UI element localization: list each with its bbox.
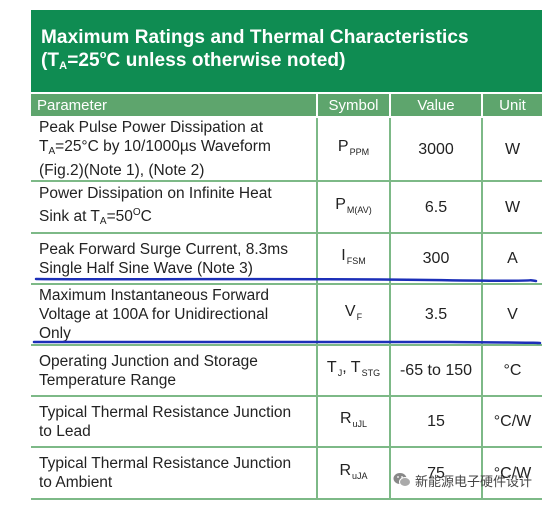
parameter-cell: Maximum Instantaneous Forward Voltage at… — [31, 284, 318, 346]
table-row: Maximum Instantaneous Forward Voltage at… — [31, 284, 542, 346]
symbol-cell: PPPM — [317, 117, 391, 182]
value-cell: 300 — [390, 233, 483, 285]
column-header-value: Value — [390, 94, 483, 118]
parameter-cell: Peak Pulse Power Dissipation at TA=25°C … — [31, 117, 318, 182]
symbol-cell: PM(AV) — [317, 181, 391, 234]
unit-cell: V — [482, 284, 542, 346]
symbol-cell: RuJL — [317, 396, 391, 448]
unit-cell: W — [482, 117, 542, 182]
value-cell: 75 — [390, 447, 483, 500]
value-cell: -65 to 150 — [390, 345, 483, 397]
column-header-unit: Unit — [482, 94, 542, 118]
parameter-cell: Peak Forward Surge Current, 8.3ms Single… — [31, 233, 318, 285]
table-subtitle: (TA=25oC unless otherwise noted) — [41, 49, 346, 72]
unit-cell: °C/W — [482, 447, 542, 500]
value-cell: 15 — [390, 396, 483, 448]
watermark-text: 新能源电子硬件设计 — [415, 473, 533, 489]
ratings-table: Parameter Symbol Value Unit Peak Pulse P… — [31, 94, 542, 500]
table-row: Operating Junction and Storage Temperatu… — [31, 345, 542, 397]
parameter-cell: Operating Junction and Storage Temperatu… — [31, 345, 318, 397]
parameter-cell: Power Dissipation on Infinite Heat Sink … — [31, 181, 318, 234]
table-row: Typical Thermal Resistance Junction to A… — [31, 447, 542, 500]
table-title: Maximum Ratings and Thermal Characterist… — [41, 27, 469, 48]
column-header-parameter: Parameter — [31, 94, 318, 118]
table-row: Power Dissipation on Infinite Heat Sink … — [31, 181, 542, 234]
table-row: Peak Pulse Power Dissipation at TA=25°C … — [31, 117, 542, 182]
table-row: Typical Thermal Resistance Junction to L… — [31, 396, 542, 448]
parameter-cell: Typical Thermal Resistance Junction to L… — [31, 396, 318, 448]
unit-cell: A — [482, 233, 542, 285]
unit-cell: °C/W — [482, 396, 542, 448]
value-cell: 6.5 — [390, 181, 483, 234]
unit-cell: W — [482, 181, 542, 234]
unit-cell: °C — [482, 345, 542, 397]
symbol-cell: RuJA — [317, 447, 391, 500]
symbol-cell: IFSM — [317, 233, 391, 285]
table-header-row: Parameter Symbol Value Unit — [31, 94, 542, 118]
watermark: 新能源电子硬件设计 — [393, 470, 547, 490]
value-cell: 3.5 — [390, 284, 483, 346]
table-row: Peak Forward Surge Current, 8.3ms Single… — [31, 233, 542, 285]
value-cell: 3000 — [390, 117, 483, 182]
table-title-banner: Maximum Ratings and Thermal Characterist… — [31, 10, 542, 92]
symbol-cell: TJ, TSTG — [317, 345, 391, 397]
wechat-icon — [393, 472, 411, 488]
parameter-cell: Typical Thermal Resistance Junction to A… — [31, 447, 318, 500]
symbol-cell: VF — [317, 284, 391, 346]
column-header-symbol: Symbol — [317, 94, 391, 118]
